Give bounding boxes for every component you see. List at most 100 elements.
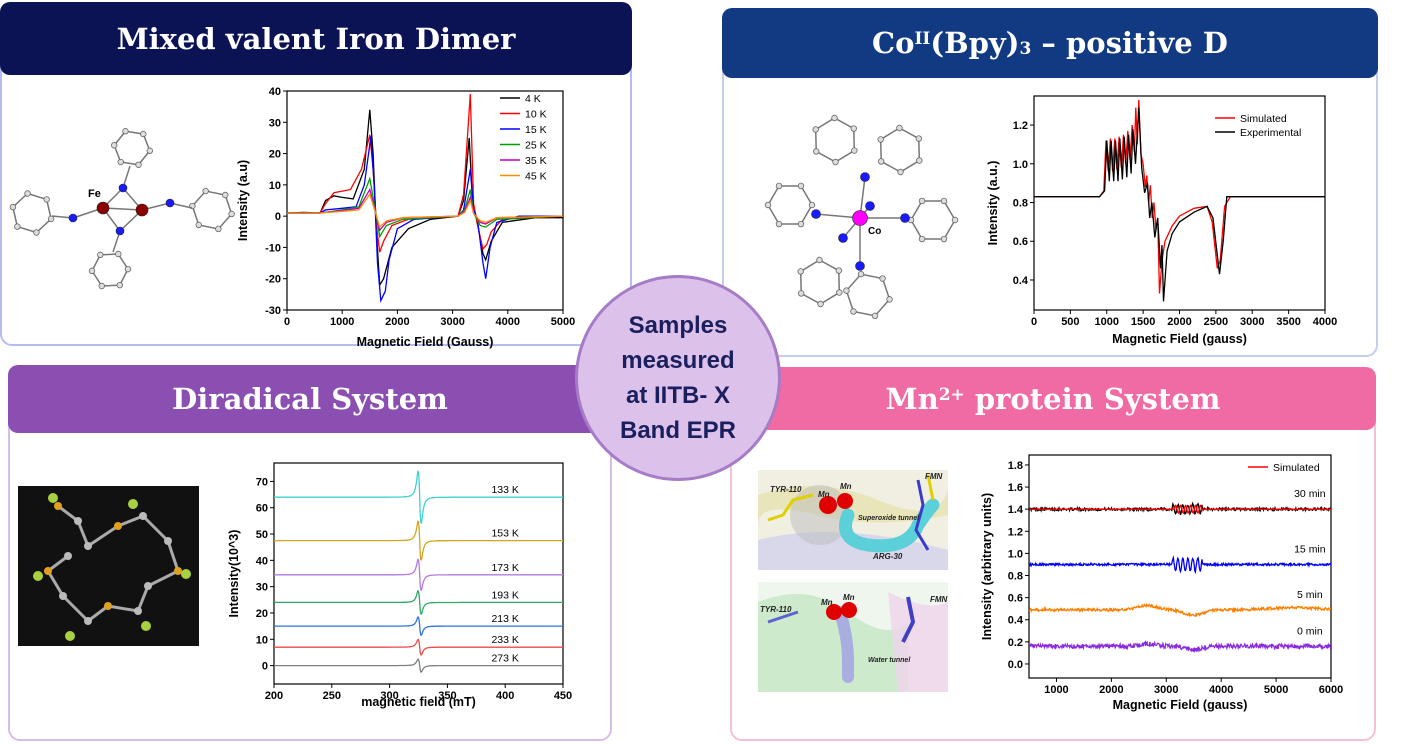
- bond: [166, 540, 180, 572]
- x-axis-label: Magnetic Field (gauss): [1112, 332, 1247, 346]
- ring-bond: [91, 253, 129, 287]
- panel-title-end: – positive D: [1031, 26, 1228, 60]
- carbon-atom: [916, 157, 923, 164]
- carbon-atom: [896, 124, 903, 132]
- series-line-4-k: [287, 109, 563, 288]
- carbon-atom: [115, 250, 122, 258]
- x-tick-label: 5000: [551, 316, 575, 328]
- carbon-atom: [14, 223, 21, 230]
- x-tick-label: 5000: [1264, 684, 1288, 696]
- ring-bond: [799, 259, 841, 305]
- nitrogen-atom: [838, 233, 848, 243]
- nitrogen-atom: [811, 209, 821, 219]
- carbon-atom: [871, 312, 879, 320]
- diradical-molecule-drawing: [33, 493, 191, 641]
- series-line-5-min: [1029, 603, 1331, 618]
- y-tick-label: 0.6: [1008, 593, 1023, 605]
- x-tick-label: 500: [1061, 316, 1079, 328]
- fluorine-atom: [33, 571, 43, 581]
- y-tick-label: 1.8: [1008, 460, 1023, 472]
- legend-label: Simulated: [1273, 462, 1320, 474]
- carbon-atom: [831, 114, 838, 122]
- bond: [141, 514, 170, 543]
- y-tick-label: 0: [262, 661, 268, 673]
- x-tick-label: 0: [1031, 316, 1037, 328]
- carbon-atom: [202, 187, 209, 195]
- protein-structure-superoxide: [758, 470, 948, 570]
- series-line-45-k: [287, 192, 563, 229]
- y-tick-label: 1.0: [1008, 548, 1023, 560]
- protein-drawing-top: [758, 474, 948, 570]
- carbon-atom: [43, 196, 50, 203]
- series-label: 193 K: [491, 589, 518, 601]
- iron-atom: [135, 203, 149, 217]
- carbon-atom: [764, 201, 772, 209]
- legend-label: 35 K: [525, 155, 547, 167]
- x-tick-label: 1000: [330, 316, 354, 328]
- fluorine-atom: [65, 631, 75, 641]
- cobalt-panel: Co II (Bpy) 3 – positive D: [722, 8, 1378, 357]
- carbon-atom: [817, 300, 824, 308]
- series-line-experimental: [1034, 107, 1325, 302]
- label-mn: Mn: [843, 593, 855, 602]
- circle-line: Samples: [628, 312, 728, 339]
- y-tick-label: 30: [269, 117, 281, 129]
- carbon-atom: [775, 220, 783, 228]
- carbon-atom: [850, 308, 857, 315]
- y-tick-label: -20: [265, 274, 281, 286]
- mn-protein-header: Mn 2+ protein System: [730, 367, 1376, 430]
- series-label: 213 K: [491, 613, 518, 625]
- x-tick-label: 1000: [1095, 316, 1119, 328]
- panel-title-main: Co: [872, 26, 915, 60]
- carbon-atom: [918, 197, 926, 205]
- carbon-atom: [164, 537, 172, 545]
- ring-bond: [910, 200, 956, 240]
- series-label: 133 K: [491, 484, 518, 496]
- fe-atom-label: Fe: [88, 188, 101, 200]
- panel-title-mid: (Bpy): [930, 26, 1020, 60]
- legend-label: Simulated: [1240, 113, 1287, 125]
- iron-dimer-panel: Mixed valent Iron Dimer: [0, 2, 632, 346]
- y-tick-label: 40: [269, 86, 281, 98]
- y-axis-label: Intensity (a.u.): [986, 161, 1000, 246]
- y-axis-label: Intensity (arbitrary units): [980, 493, 994, 640]
- legend-label: 45 K: [525, 171, 547, 183]
- carbon-atom: [951, 216, 959, 224]
- x-tick-label: 350: [438, 690, 456, 702]
- y-tick-label: 0.4: [1008, 615, 1024, 627]
- y-tick-label: 20: [256, 608, 268, 620]
- carbon-atom: [915, 135, 922, 142]
- plot-frame: [273, 462, 564, 685]
- carbon-atom: [878, 158, 885, 165]
- x-tick-label: 2000: [1167, 316, 1191, 328]
- x-tick-label: 400: [496, 690, 514, 702]
- carbon-atom: [797, 220, 805, 228]
- label-fmn: FMN: [930, 595, 948, 604]
- x-tick-label: 0: [284, 316, 290, 328]
- circle-line: measured: [621, 347, 735, 374]
- label-tyr110: TYR-110: [770, 485, 802, 494]
- carbon-atom: [798, 290, 805, 297]
- series-line-0-min: [1029, 640, 1331, 653]
- x-axis-label: Magnetic Field (Gauss): [357, 335, 494, 349]
- carbon-atom: [835, 267, 842, 274]
- x-tick-label: 4000: [1313, 316, 1337, 328]
- x-tick-label: 3500: [1276, 316, 1300, 328]
- series-line-10-k: [287, 94, 563, 253]
- y-tick-label: 1.6: [1008, 482, 1023, 494]
- y-tick-label: -30: [265, 305, 281, 317]
- series-label: 273 K: [491, 653, 518, 665]
- x-tick-label: 2500: [1204, 316, 1228, 328]
- carbon-atom: [84, 617, 92, 625]
- label-arg30: ARG-30: [873, 552, 903, 561]
- fluorine-atom: [48, 493, 58, 503]
- x-tick-label: 300: [380, 690, 398, 702]
- co-atom-label: Co: [868, 226, 881, 237]
- diradical-molecule-image: [18, 486, 199, 646]
- carbon-atom: [940, 197, 948, 205]
- y-tick-label: -10: [265, 242, 281, 254]
- plot-frame: [286, 90, 564, 311]
- series-line-233-k: [274, 638, 563, 656]
- legend-label: 15 K: [525, 124, 547, 136]
- carbon-atom: [879, 275, 886, 282]
